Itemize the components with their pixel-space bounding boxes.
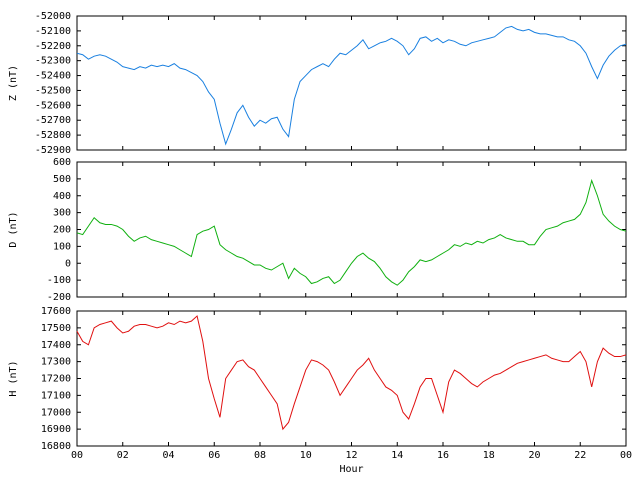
data-line bbox=[76, 315, 627, 431]
x-tick-label: 08 bbox=[254, 450, 266, 461]
x-tick-label: 06 bbox=[208, 450, 220, 461]
x-tick-label: 18 bbox=[483, 450, 495, 461]
y-tick-label: -52200 bbox=[35, 41, 71, 52]
y-axis-label: Z (nT) bbox=[8, 65, 19, 101]
y-tick-label: 300 bbox=[53, 208, 71, 219]
x-tick-label: 22 bbox=[574, 450, 586, 461]
x-tick-label: 00 bbox=[620, 450, 632, 461]
y-tick-label: 17500 bbox=[41, 323, 71, 334]
y-axis-label: D (nT) bbox=[8, 211, 19, 247]
y-tick-label: 400 bbox=[53, 191, 71, 202]
y-tick-label: -100 bbox=[47, 275, 71, 286]
y-tick-label: 17600 bbox=[41, 306, 71, 317]
y-tick-label: -52400 bbox=[35, 71, 71, 82]
y-tick-label: -52600 bbox=[35, 100, 71, 111]
plot-frame bbox=[76, 161, 627, 298]
y-tick-label: -52700 bbox=[35, 115, 71, 126]
y-tick-label: 17100 bbox=[41, 390, 71, 401]
x-tick-label: 02 bbox=[117, 450, 129, 461]
data-line bbox=[76, 25, 627, 146]
y-tick-label: 17200 bbox=[41, 374, 71, 385]
y-tick-label: 16800 bbox=[41, 441, 71, 452]
x-tick-label: 14 bbox=[391, 450, 403, 461]
y-tick-label: -52900 bbox=[35, 145, 71, 156]
y-tick-label: 17300 bbox=[41, 357, 71, 368]
x-tick-label: 12 bbox=[345, 450, 357, 461]
y-tick-label: 500 bbox=[53, 174, 71, 185]
y-tick-label: 100 bbox=[53, 241, 71, 252]
y-tick-label: -52300 bbox=[35, 56, 71, 67]
x-tick-label: 20 bbox=[528, 450, 540, 461]
x-tick-label: 04 bbox=[162, 450, 174, 461]
y-tick-label: 0 bbox=[65, 258, 71, 269]
y-tick-label: -52100 bbox=[35, 26, 71, 37]
x-tick-label: 10 bbox=[300, 450, 312, 461]
y-tick-label: 17000 bbox=[41, 407, 71, 418]
y-tick-label: -52000 bbox=[35, 11, 71, 22]
y-axis-label: H (nT) bbox=[8, 360, 19, 396]
plot-frame bbox=[76, 15, 627, 151]
y-tick-label: -52500 bbox=[35, 85, 71, 96]
y-tick-label: 600 bbox=[53, 157, 71, 168]
x-axis-label: Hour bbox=[339, 464, 363, 475]
x-tick-label: 16 bbox=[437, 450, 449, 461]
y-tick-label: -200 bbox=[47, 292, 71, 303]
y-tick-label: 17400 bbox=[41, 340, 71, 351]
y-tick-label: 200 bbox=[53, 225, 71, 236]
data-line bbox=[76, 178, 627, 286]
x-tick-label: 00 bbox=[71, 450, 83, 461]
y-tick-label: 16900 bbox=[41, 424, 71, 435]
y-tick-label: -52800 bbox=[35, 130, 71, 141]
